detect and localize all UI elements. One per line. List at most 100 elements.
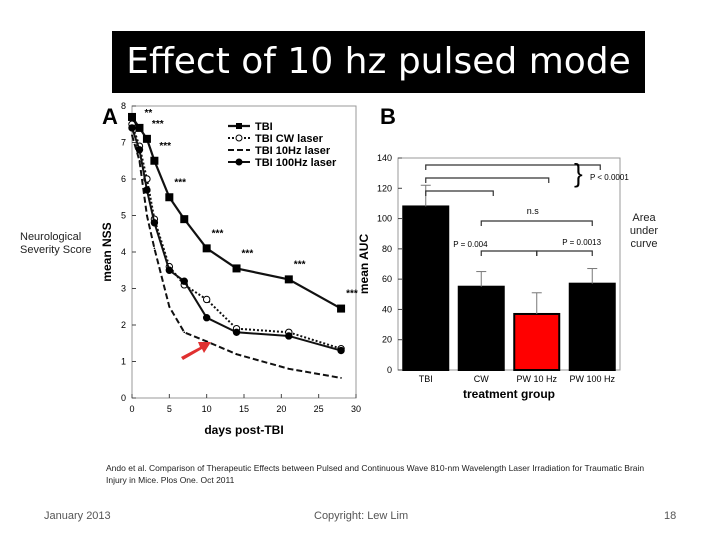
- series-point-0: [202, 244, 211, 253]
- p-100-label: P = 0.0013: [562, 238, 601, 247]
- legend-marker-0: [236, 123, 242, 129]
- y-tick-label: 0: [387, 365, 392, 375]
- series-point-0: [150, 156, 159, 165]
- area-under-curve-label: Area under curve: [629, 212, 659, 250]
- bar-0: [402, 205, 450, 371]
- x-axis-label: treatment group: [463, 387, 555, 401]
- significance-mark: **: [144, 108, 152, 119]
- neurological-severity-label: Neurological Severity Score: [20, 231, 92, 256]
- x-axis-label: days post-TBI: [204, 423, 283, 437]
- series-line-1: [131, 123, 342, 350]
- y-tick-label: 140: [377, 153, 392, 163]
- legend-entry-2: TBI 10Hz laser: [255, 145, 331, 157]
- y-tick-label: 5: [121, 211, 126, 221]
- series-point-0: [135, 123, 144, 132]
- y-tick-label: 0: [121, 393, 126, 403]
- y-axis-label: mean AUC: [357, 234, 371, 295]
- category-label-2: PW 10 Hz: [516, 374, 557, 384]
- p-cw-label: P = 0.004: [453, 240, 488, 249]
- bracket-tbi-cw: [425, 190, 494, 196]
- series-line-3: [131, 127, 342, 352]
- series-point-2: [131, 134, 133, 136]
- series-point-2: [138, 159, 141, 162]
- y-tick-label: 6: [121, 174, 126, 184]
- significance-mark: ***: [242, 248, 254, 259]
- bracket-cw-100hz: [480, 220, 593, 226]
- series-point-3: [285, 332, 293, 340]
- ns-label: n.s: [527, 206, 540, 216]
- x-tick-label: 10: [202, 404, 212, 414]
- y-tick-label: 4: [121, 247, 126, 257]
- series-point-3: [128, 124, 136, 132]
- bar-3: [568, 282, 616, 371]
- significance-mark: ***: [294, 259, 306, 270]
- panel-label-b: B: [380, 104, 396, 129]
- plot-frame: [397, 157, 621, 371]
- citation-caption: Ando et al. Comparison of Therapeutic Ef…: [106, 463, 645, 485]
- series-point-0: [180, 215, 189, 224]
- series-point-3: [202, 314, 211, 322]
- legend-entry-1: TBI CW laser: [255, 133, 324, 145]
- legend-marker-3: [235, 158, 243, 166]
- auc-bar-chart: B 0 20 40 60 80 100 120 140 mean AUC TBI CW PW 10 Hz…: [357, 104, 629, 401]
- significance-mark: ***: [152, 119, 164, 130]
- series-point-0: [337, 304, 346, 313]
- series-point-2: [153, 247, 156, 250]
- x-tick-label: 30: [351, 404, 361, 414]
- x-tick-label: 20: [276, 404, 286, 414]
- x-tick-label: 5: [167, 404, 172, 414]
- series-point-2: [288, 368, 290, 370]
- x-tick-label: 25: [314, 404, 324, 414]
- p-overall-label: P < 0.0001: [590, 173, 629, 182]
- series-line-0: [131, 116, 342, 310]
- legend-entry-0: TBI: [255, 121, 273, 133]
- bracket-cw-10hz: [480, 250, 538, 256]
- y-tick-label: 2: [121, 320, 126, 330]
- x-tick-label: 0: [129, 404, 134, 414]
- series-point-1: [202, 295, 211, 304]
- y-tick-label: 40: [382, 304, 392, 314]
- y-tick-label: 120: [377, 183, 392, 193]
- y-tick-label: 80: [382, 244, 392, 254]
- y-tick-label: 100: [377, 214, 392, 224]
- y-tick-label: 20: [382, 335, 392, 345]
- series-point-3: [232, 328, 241, 336]
- legend-entry-3: TBI 100Hz laser: [255, 157, 337, 169]
- series-point-3: [337, 346, 345, 355]
- series-point-0: [128, 112, 136, 121]
- y-axis-label: mean NSS: [100, 222, 114, 281]
- series-point-3: [143, 186, 151, 194]
- significance-mark: ***: [174, 177, 186, 188]
- series-point-2: [205, 340, 208, 343]
- bar-1: [457, 285, 505, 372]
- footer-date: January 2013: [44, 510, 111, 522]
- nss-line-chart: A 0 1 2 3 4 5 6 7 8 0 5 10 15 20 25 30 days post-TBI mean …: [100, 101, 361, 437]
- y-tick-label: 8: [121, 101, 126, 111]
- footer-copyright: Copyright: Lew Lim: [314, 510, 409, 522]
- series-point-2: [340, 377, 342, 379]
- footer-page-number: 18: [664, 510, 677, 522]
- series-point-2: [146, 214, 148, 217]
- bracket-10hz-100hz: [536, 250, 593, 256]
- y-tick-label: 60: [382, 274, 392, 284]
- significance-mark: ***: [212, 228, 224, 239]
- slide-title: Effect of 10 hz pulsed mode: [112, 31, 645, 93]
- series-point-3: [135, 146, 144, 154]
- highlight-arrow: [181, 342, 211, 360]
- y-tick-label: 7: [121, 138, 126, 148]
- significance-mark: ***: [159, 141, 171, 152]
- series-point-0: [165, 193, 174, 202]
- series-point-0: [142, 134, 151, 143]
- x-tick-label: 15: [239, 404, 249, 414]
- series-point-2: [168, 305, 171, 308]
- series-point-3: [165, 266, 174, 274]
- y-tick-label: 1: [121, 357, 126, 367]
- category-label-1: CW: [474, 374, 489, 384]
- y-tick-label: 3: [121, 284, 126, 294]
- series-point-2: [235, 353, 238, 356]
- series-point-2: [183, 331, 186, 334]
- brace-symbol: }: [574, 158, 583, 188]
- category-label-3: PW 100 Hz: [569, 374, 615, 384]
- series-point-0: [284, 275, 293, 284]
